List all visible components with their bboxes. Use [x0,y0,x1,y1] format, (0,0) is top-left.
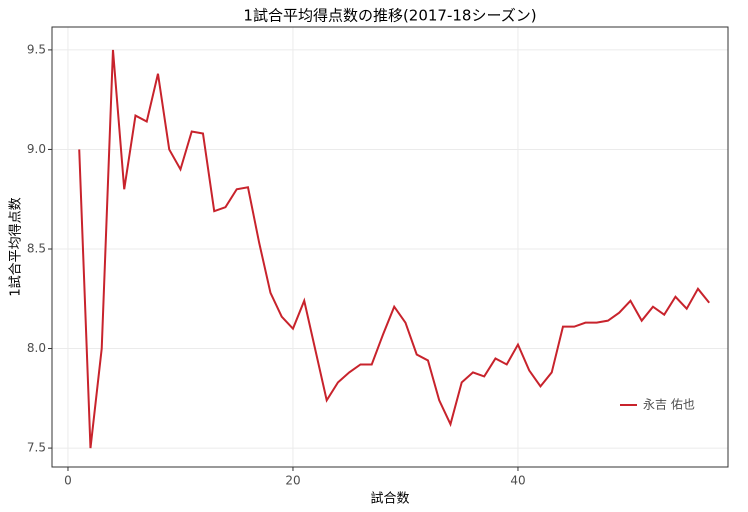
x-tick-label: 0 [64,474,72,488]
y-tick-label: 8.0 [27,341,46,355]
line [78,49,710,449]
y-tick-label: 8.5 [27,241,46,255]
x-axis-label: 試合数 [370,491,409,507]
y-tick-label: 7.5 [27,441,46,455]
plot-border [51,26,729,468]
y-axis-label: 1試合平均得点数 [8,197,24,296]
x-tick-label: 20 [285,474,300,488]
legend-label: 永吉 佑也 [643,398,695,412]
x-tick-label: 40 [510,474,525,488]
y-tick-label: 9.5 [27,42,46,56]
y-tick-label: 9.0 [27,142,46,156]
chart-title: 1試合平均得点数の推移(2017-18シーズン) [243,7,536,25]
